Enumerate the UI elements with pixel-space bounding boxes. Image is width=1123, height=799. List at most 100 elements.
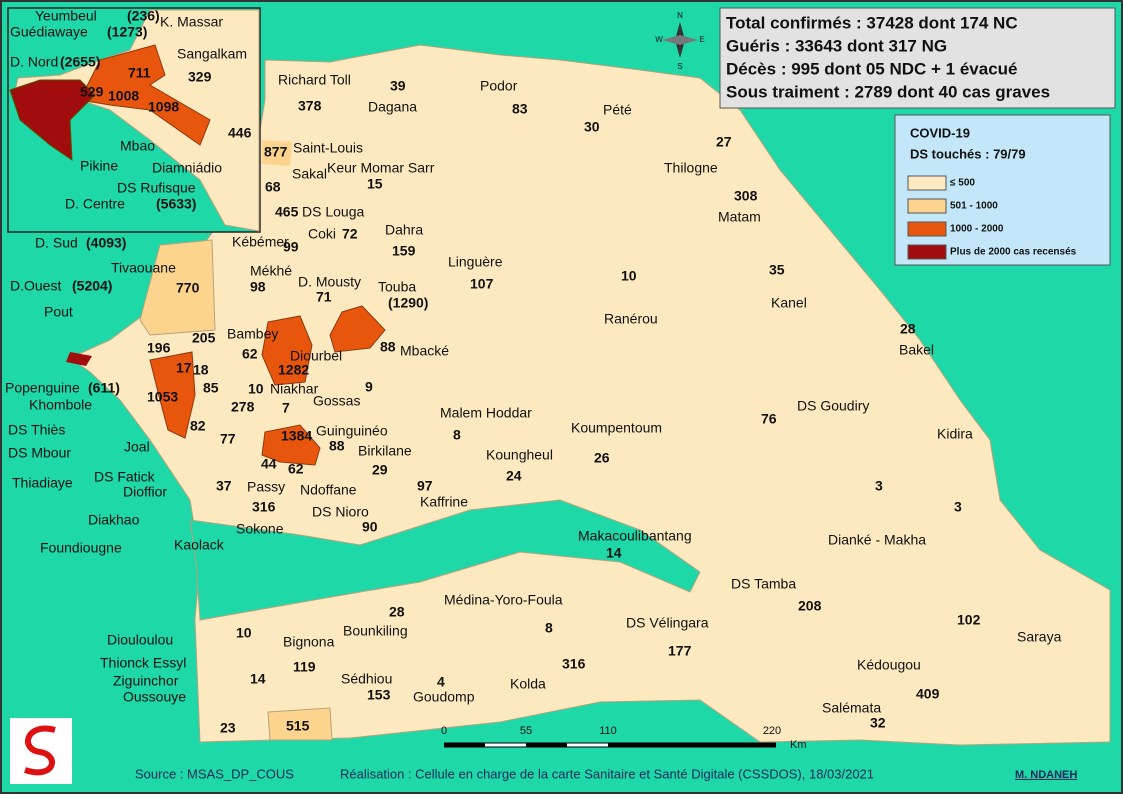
logo-mark (24, 725, 56, 776)
district-name: Keur Momar Sarr (327, 160, 435, 176)
district-name: Pout (44, 304, 73, 320)
district-cases: 153 (367, 687, 391, 703)
legend-item: Plus de 2000 cas recensés (950, 247, 1077, 258)
district-name: Guédiawaye (10, 24, 88, 40)
district-name: Sédhiou (341, 671, 392, 687)
district-cases: 98 (250, 279, 266, 295)
district-cases: (5633) (156, 196, 196, 212)
legend-item: ≤ 500 (950, 178, 975, 189)
district-name: Touba (378, 279, 416, 295)
district-cases: (5204) (72, 278, 112, 294)
district-cases: 62 (242, 346, 258, 362)
district-name: Kidira (937, 426, 973, 442)
legend-swatch (907, 175, 947, 191)
district-name: Dagana (368, 99, 417, 115)
district-name: DS Tamba (731, 576, 796, 592)
compass (662, 22, 698, 58)
district-cases: 37 (216, 478, 232, 494)
district-cases: 88 (380, 339, 396, 355)
legend-item: 1000 - 2000 (950, 224, 1004, 235)
district-name: Gossas (313, 393, 360, 409)
district-cases: (1290) (388, 295, 428, 311)
scale-label: 55 (520, 725, 532, 737)
scale-label: 110 (599, 725, 617, 737)
district-cases: 83 (512, 101, 528, 117)
district-cases: 3 (954, 499, 962, 515)
district-name: Pikine (80, 158, 118, 174)
district-cases: 28 (900, 321, 916, 337)
district-cases: 14 (606, 545, 622, 561)
district-cases: 159 (392, 243, 416, 259)
district-name: DS Nioro (312, 504, 369, 520)
district-name: Matam (718, 209, 761, 225)
district-cases: 10 (236, 625, 252, 641)
district-cases: 208 (798, 598, 822, 614)
region-saint-louis (262, 140, 292, 166)
district-name: Ziguinchor (113, 673, 179, 689)
district-cases: (1273) (107, 24, 147, 40)
district-name: Diakhao (88, 512, 140, 528)
district-cases: 99 (283, 239, 299, 255)
district-name: Kaolack (174, 537, 225, 553)
district-name: Dioffior (123, 484, 167, 500)
district-cases: (611) (88, 380, 120, 396)
region-ziguinchor (267, 707, 333, 741)
district-name: Saraya (1017, 629, 1062, 645)
region-kaolack (261, 424, 321, 466)
district-cases: 82 (190, 418, 206, 434)
district-cases: 10 (248, 381, 264, 397)
summary-line: Décès : 995 dont 05 NDC + 1 évacué (726, 59, 1018, 78)
region-dakar-main (66, 352, 92, 366)
district-cases: 308 (734, 188, 758, 204)
legend-swatch (907, 221, 947, 237)
district-cases: 409 (916, 686, 940, 702)
district-cases: 35 (769, 262, 785, 278)
district-name: DS Goudiry (797, 398, 869, 414)
district-cases: 1053 (147, 389, 178, 405)
scale-label: Km (790, 739, 807, 751)
compass-needle (662, 35, 698, 45)
district-name: Thiadiaye (12, 475, 73, 491)
district-name: Sakal (292, 166, 327, 182)
district-name: Mékhé (250, 263, 292, 279)
legend-swatch (907, 198, 947, 214)
district-name: Birkilane (358, 443, 412, 459)
legend-title: COVID-19 (910, 125, 970, 140)
compass-letter: E (699, 35, 704, 44)
inset-orange (79, 44, 211, 146)
district-cases: 378 (298, 98, 322, 114)
district-name: Bounkiling (343, 623, 408, 639)
district-cases: 17 (176, 360, 192, 376)
district-name: Médina-Yoro-Foula (444, 592, 563, 608)
district-cases: 77 (220, 431, 236, 447)
district-name: Dahra (385, 222, 423, 238)
district-name: Makacoulibantang (578, 528, 692, 544)
district-cases: (4093) (86, 235, 126, 251)
district-name: Sokone (236, 521, 284, 537)
district-cases: 446 (228, 125, 252, 141)
district-cases: 88 (329, 438, 345, 454)
district-name: Koungheul (486, 447, 553, 463)
district-name: Thionck Essyl (100, 655, 186, 671)
district-cases: (236) (127, 8, 160, 24)
district-cases: 278 (231, 399, 255, 415)
district-name: Tivaouane (111, 260, 176, 276)
legend-swatch (907, 244, 947, 260)
district-name: Khombole (29, 397, 92, 413)
region-tivaouane (139, 239, 216, 336)
district-name: Kolda (510, 676, 546, 692)
scale-label: 220 (763, 725, 781, 737)
district-cases: 529 (80, 84, 104, 100)
district-cases: 877 (264, 144, 288, 160)
district-cases: 196 (147, 340, 171, 356)
district-name: Foundiougne (40, 540, 122, 556)
footer-source: Source : MSAS_DP_COUS (135, 766, 294, 781)
district-cases: 85 (203, 380, 219, 396)
compass-letter: S (677, 62, 682, 71)
district-cases: 7 (282, 400, 290, 416)
district-cases: 1384 (281, 428, 312, 444)
district-name: Coki (308, 226, 336, 242)
district-cases: 205 (192, 330, 216, 346)
